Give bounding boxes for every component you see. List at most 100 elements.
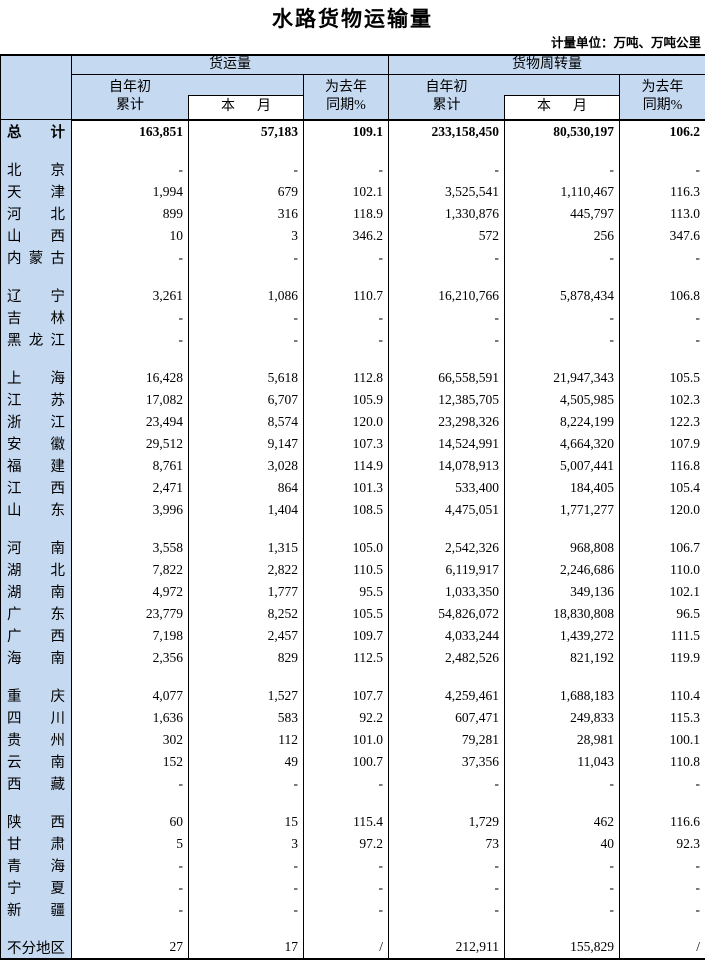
region-name: 江苏 (7, 393, 65, 410)
row-label-cell: 湖南 (0, 580, 72, 603)
data-cell: 112 (188, 728, 304, 751)
row-label-cell: 广西 (0, 624, 72, 647)
header-cumulative-turnover: 自年初 累计 (388, 74, 505, 121)
table-row: 甘肃 5 3 97.2 73 40 92.3 (0, 832, 705, 855)
table-row: 贵州 302 112 101.0 79,281 28,981 100.1 (0, 728, 705, 751)
row-label-cell: 不分地区 (0, 936, 72, 959)
region-name: 陕西 (7, 815, 65, 832)
data-cell: 114.9 (302, 454, 389, 477)
data-cell: - (388, 306, 505, 329)
region-name: 湖北 (7, 563, 65, 580)
data-cell: - (504, 158, 620, 181)
data-cell: 92.2 (302, 706, 389, 729)
data-cell: 7,198 (71, 624, 189, 647)
header-cumulative-line2: 累计 (432, 97, 461, 113)
data-cell: - (619, 306, 705, 329)
table-row: 河北 899 316 118.9 1,330,876 445,797 113.0 (0, 202, 705, 225)
data-cell: - (504, 772, 620, 795)
data-cell: 15 (188, 810, 304, 833)
spacer-cell (71, 794, 189, 811)
data-cell: 607,471 (388, 706, 505, 729)
table-row: 云南 152 49 100.7 37,356 11,043 110.8 (0, 750, 705, 773)
header-month-label: 本月 (221, 99, 271, 115)
data-cell: - (188, 158, 304, 181)
data-cell: 97.2 (302, 832, 389, 855)
spacer-cell (388, 520, 505, 537)
data-cell: 7,822 (71, 558, 189, 581)
region-name: 山西 (7, 229, 65, 246)
data-cell: 233,158,450 (388, 119, 505, 143)
data-cell: 2,246,686 (504, 558, 620, 581)
spacer-cell (188, 794, 304, 811)
row-label-cell: 海南 (0, 646, 72, 669)
data-cell: - (302, 772, 389, 795)
row-label-cell: 上海 (0, 366, 72, 389)
data-cell: 163,851 (71, 119, 189, 143)
spacer-cell (71, 668, 189, 685)
row-label-cell: 山西 (0, 224, 72, 247)
data-cell: - (388, 328, 505, 351)
spacer-cell (504, 668, 620, 685)
data-cell: 106.2 (619, 119, 705, 143)
spacer-row (0, 142, 705, 159)
table-row: 上海 16,428 5,618 112.8 66,558,591 21,947,343 10… (0, 366, 705, 389)
row-label-cell: 贵州 (0, 728, 72, 751)
region-name: 总计 (7, 124, 65, 141)
data-cell: 3,261 (71, 284, 189, 307)
table-row: 重庆 4,077 1,527 107.7 4,259,461 1,688,183 110.4 (0, 684, 705, 707)
data-cell: 116.3 (619, 180, 705, 203)
data-cell: 116.8 (619, 454, 705, 477)
region-name: 上海 (7, 371, 65, 388)
data-cell: 8,252 (188, 602, 304, 625)
spacer-cell (71, 350, 189, 367)
spacer-cell (302, 350, 389, 367)
data-cell: - (619, 876, 705, 899)
data-cell: 1,771,277 (504, 498, 620, 521)
data-cell: 12,385,705 (388, 388, 505, 411)
region-name: 安徽 (7, 437, 65, 454)
data-cell: 155,829 (504, 936, 620, 959)
data-cell: - (619, 898, 705, 921)
data-cell: 2,822 (188, 558, 304, 581)
data-cell: 3 (188, 832, 304, 855)
data-cell: 5,618 (188, 366, 304, 389)
header-yoy-line1: 为去年 (641, 79, 684, 95)
spacer-cell (619, 794, 705, 811)
row-label-cell: 福建 (0, 454, 72, 477)
data-cell: - (388, 772, 505, 795)
region-name: 山东 (7, 503, 65, 520)
data-cell: 115.4 (302, 810, 389, 833)
spacer-label-cell (0, 142, 72, 159)
table-row: 内蒙古 - - - - - - (0, 246, 705, 269)
data-cell: - (388, 158, 505, 181)
spacer-cell (388, 350, 505, 367)
page-title: 水路货物运输量 (272, 7, 433, 31)
data-cell: 1,777 (188, 580, 304, 603)
data-cell: 184,405 (504, 476, 620, 499)
data-cell: - (619, 854, 705, 877)
data-cell: 347.6 (619, 224, 705, 247)
spacer-cell (302, 668, 389, 685)
data-cell: - (504, 306, 620, 329)
header-corner-cell (0, 55, 72, 121)
data-cell: 28,981 (504, 728, 620, 751)
table-row: 宁夏 - - - - - - (0, 876, 705, 899)
data-cell: - (504, 898, 620, 921)
data-cell: 120.0 (619, 498, 705, 521)
data-cell: 18,830,808 (504, 602, 620, 625)
data-cell: 110.7 (302, 284, 389, 307)
table-row: 新疆 - - - - - - (0, 898, 705, 921)
table-row: 天津 1,994 679 102.1 3,525,541 1,110,467 116.3 (0, 180, 705, 203)
region-name: 四川 (7, 711, 65, 728)
header-yoy-line1: 为去年 (325, 79, 367, 95)
header-yoy-line2: 同期% (326, 97, 366, 113)
data-cell: 899 (71, 202, 189, 225)
data-cell: 105.5 (302, 602, 389, 625)
data-cell: 533,400 (388, 476, 505, 499)
data-cell: 115.3 (619, 706, 705, 729)
data-cell: 583 (188, 706, 304, 729)
spacer-cell (388, 668, 505, 685)
region-name: 吉林 (7, 311, 65, 328)
row-label-cell: 云南 (0, 750, 72, 773)
region-name: 广西 (7, 629, 65, 646)
